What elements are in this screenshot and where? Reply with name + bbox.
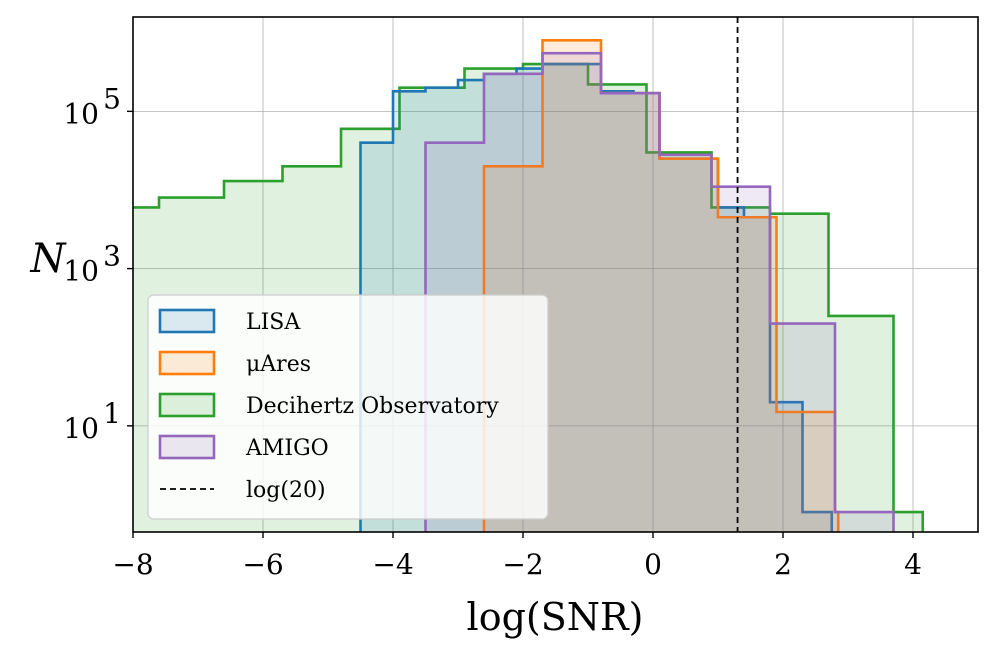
histogram-bar — [575, 64, 601, 532]
histogram-bar — [601, 93, 660, 532]
histogram-bar — [770, 402, 803, 532]
histogram-bar — [659, 154, 712, 532]
histogram-bar — [828, 315, 894, 532]
histogram-bar — [659, 158, 686, 532]
histogram-bar — [744, 217, 770, 532]
histogram-bar — [776, 412, 835, 532]
histogram-bar — [718, 217, 777, 532]
y-tick-exponent: 1 — [103, 397, 121, 430]
plot-frame — [132, 16, 979, 533]
x-tick-label: −4 — [372, 548, 413, 581]
x-tick-label: 4 — [904, 548, 922, 581]
legend-label: μAres — [246, 352, 311, 377]
histogram-outline — [424, 51, 895, 532]
histogram-bar — [770, 323, 835, 532]
histogram-bar — [542, 40, 601, 532]
y-tick-label: 10 — [63, 255, 99, 288]
histogram-bar — [601, 91, 634, 532]
series--ares — [482, 39, 840, 532]
y-tick-label: 10 — [63, 97, 99, 130]
histogram-outline — [133, 62, 925, 532]
histogram-bar — [835, 512, 839, 532]
x-tick-label: −8 — [112, 548, 153, 581]
histogram-bar — [718, 207, 744, 532]
histogram-bar — [633, 93, 660, 532]
histogram-bar — [711, 186, 770, 532]
histogram-bar — [835, 512, 894, 532]
x-tick-label: −2 — [502, 548, 543, 581]
legend-label: log(20) — [246, 478, 326, 503]
legend: LISA μAres Decihertz Observatory AMIGO log(2… — [147, 294, 549, 520]
legend-swatch — [158, 308, 216, 334]
histogram-bar — [893, 512, 923, 532]
legend-label: LISA — [246, 310, 301, 335]
histogram-bar — [711, 207, 770, 532]
x-tick-label: 2 — [774, 548, 792, 581]
histogram-bar — [588, 84, 647, 532]
y-tick-exponent: 5 — [103, 82, 121, 115]
legend-swatch — [158, 350, 216, 376]
x-axis-label: log(SNR) — [467, 595, 644, 639]
x-tick-label: −6 — [242, 548, 283, 581]
y-tick-exponent: 3 — [103, 240, 121, 273]
legend-box — [147, 294, 549, 520]
histogram-bar — [802, 512, 832, 532]
histogram-bar — [542, 53, 601, 532]
legend-label: AMIGO — [245, 436, 329, 461]
legend-swatch — [158, 392, 216, 418]
y-axis-label: N — [30, 236, 68, 282]
histogram-bar — [659, 158, 718, 532]
histogram-bar — [601, 93, 660, 532]
legend-swatch — [158, 434, 216, 460]
histogram-bar — [770, 213, 829, 532]
histogram-bar — [646, 152, 712, 532]
y-tick-label: 10 — [63, 412, 99, 445]
x-tick-label: 0 — [644, 548, 662, 581]
x-axis-ticks: −8 −6 −4 −2 0 2 4 — [112, 532, 922, 581]
legend-label: Decihertz Observatory — [246, 394, 499, 419]
histogram-bar — [685, 158, 718, 532]
